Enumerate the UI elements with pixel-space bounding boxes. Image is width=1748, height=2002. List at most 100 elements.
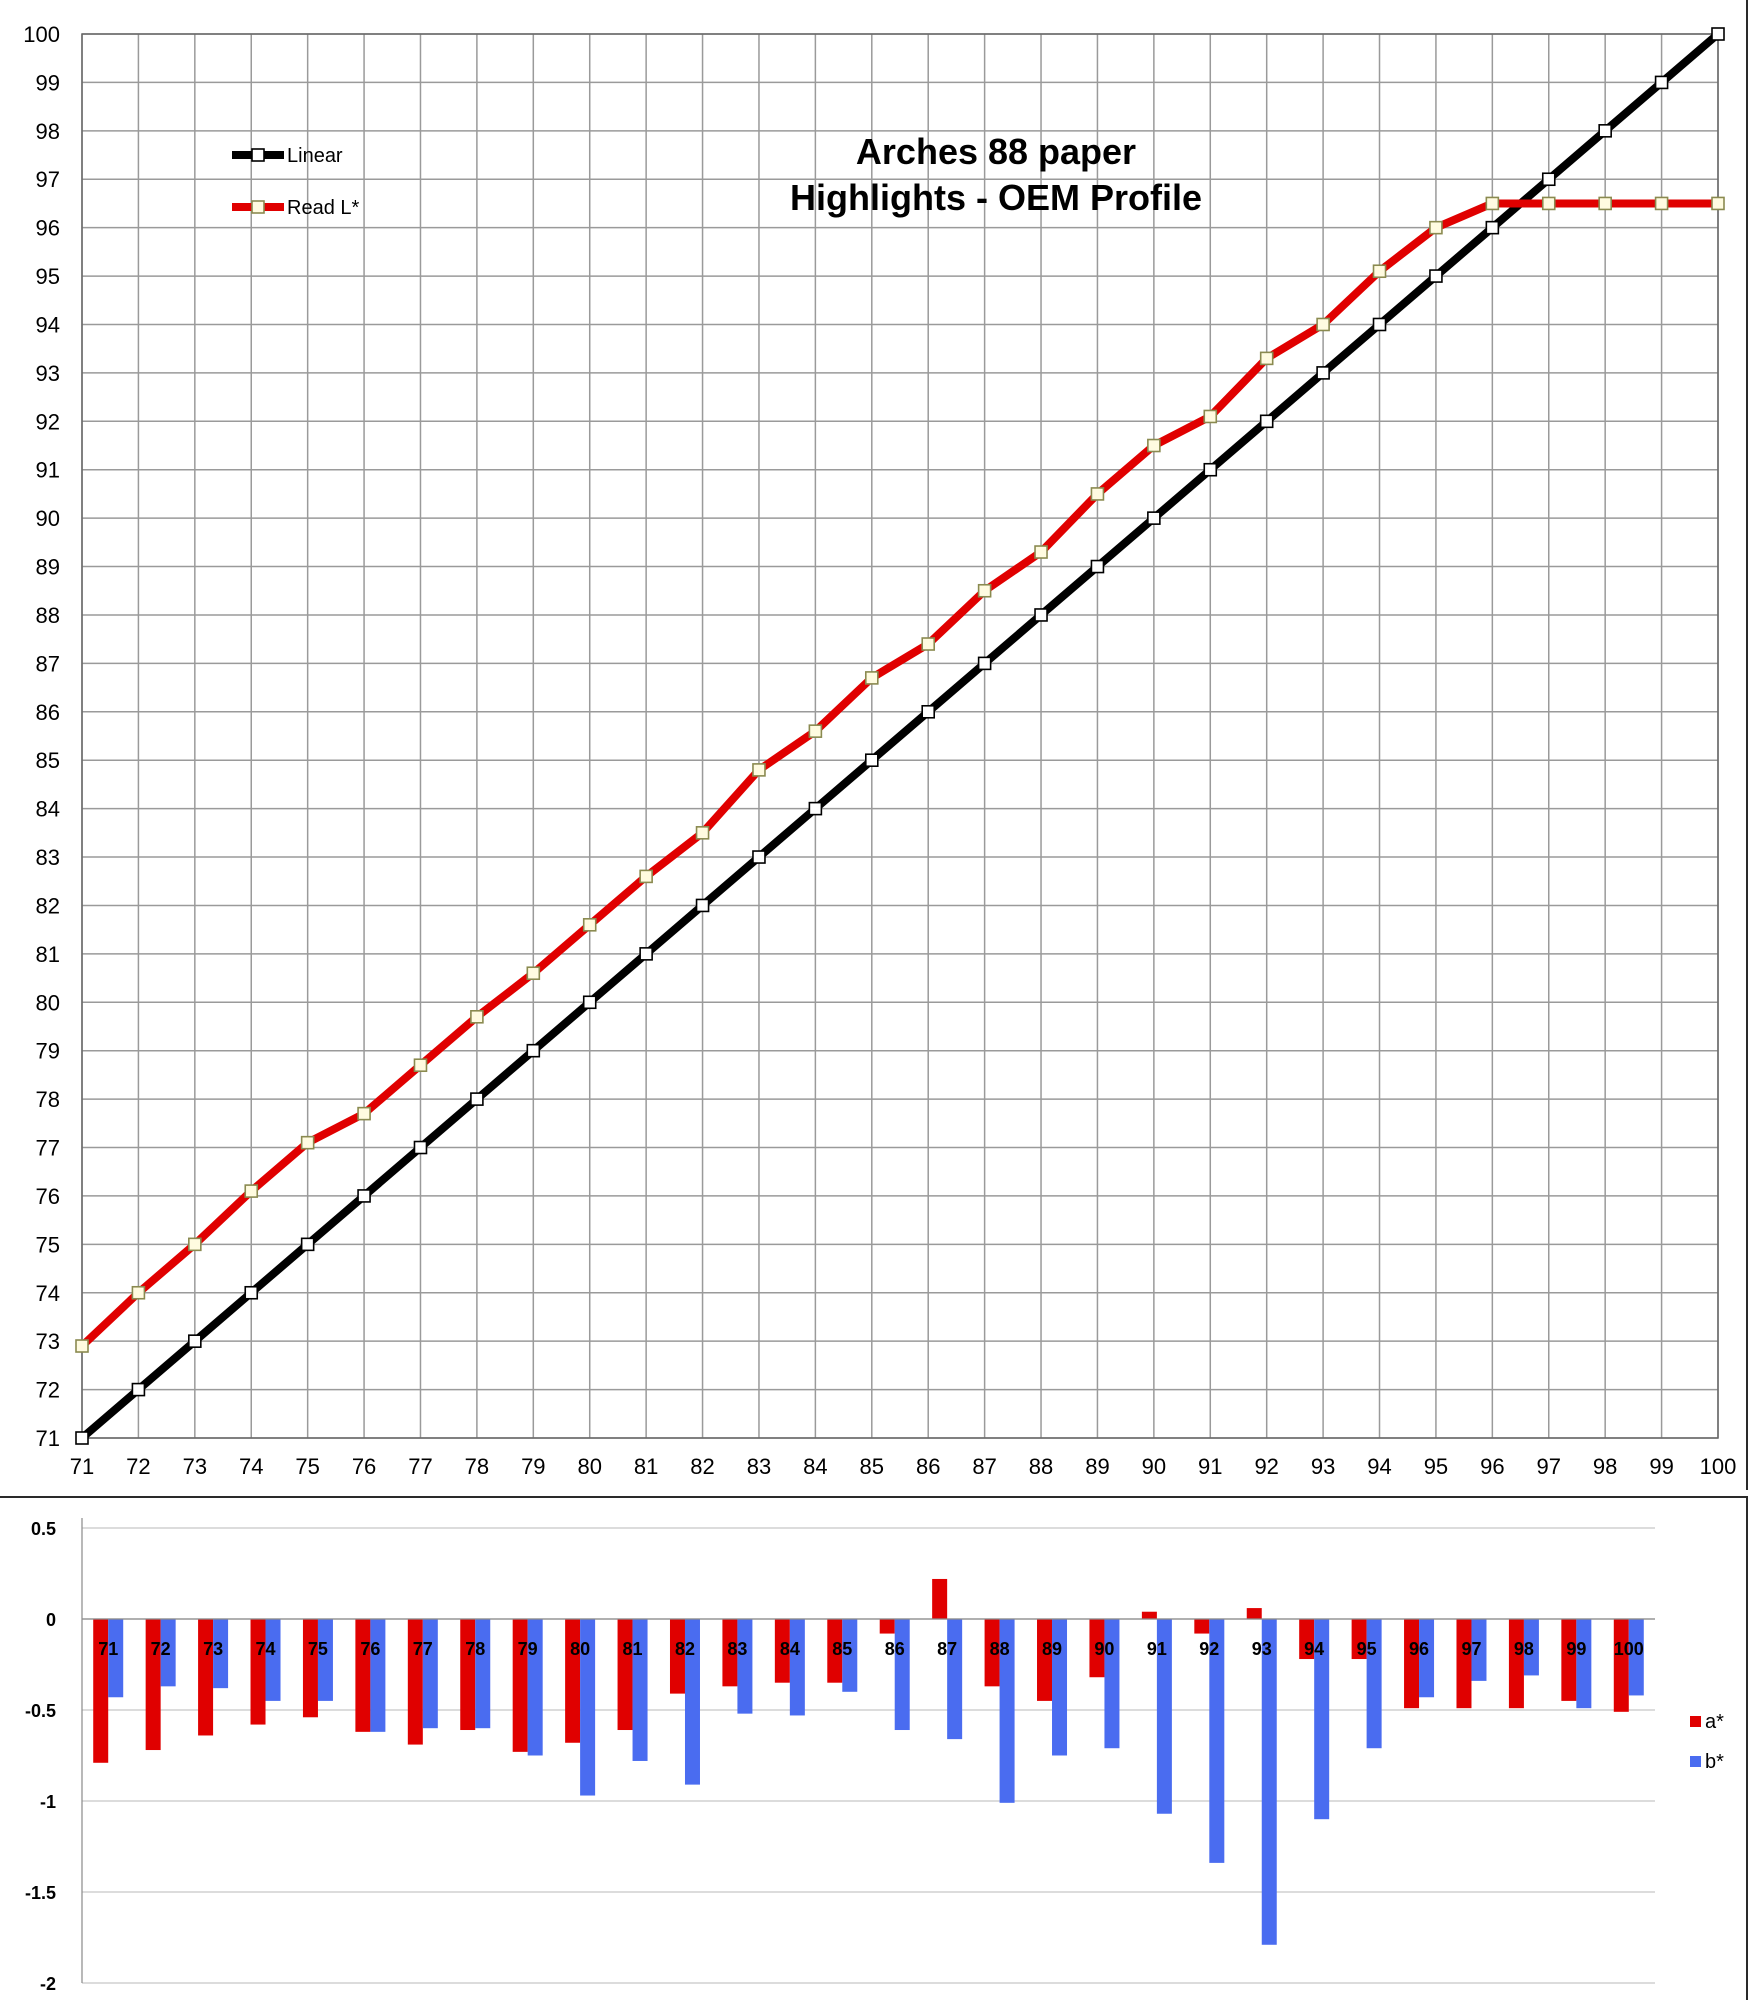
x-tick-label: 73: [183, 1454, 207, 1479]
series-point-1: [1034, 545, 1048, 559]
bar-b-star: [1576, 1619, 1592, 1709]
x-tick-label: 92: [1199, 1639, 1219, 1659]
y-tick-label: 75: [36, 1232, 60, 1257]
y-tick-label: 72: [36, 1378, 60, 1403]
y-tick-label: -1.5: [25, 1883, 56, 1903]
series-point-0: [808, 801, 823, 816]
series-point-1: [1711, 196, 1725, 211]
series-point-0: [1541, 172, 1556, 187]
series-point-0: [1598, 124, 1612, 138]
legend-marker-1: [251, 200, 265, 214]
series-point-1: [188, 1237, 202, 1252]
x-tick-label: 76: [352, 1454, 376, 1479]
bar-a-star: [879, 1619, 895, 1634]
bar-b-star: [999, 1619, 1015, 1803]
x-tick-label: 88: [990, 1639, 1010, 1659]
bar-a-star: [774, 1619, 790, 1683]
series-point-0: [921, 704, 936, 719]
x-tick-label: 89: [1042, 1639, 1062, 1659]
series-point-1: [582, 918, 597, 932]
bar-b-star: [422, 1619, 438, 1729]
bar-b-star: [737, 1619, 753, 1714]
x-tick-label: 80: [570, 1639, 590, 1659]
x-tick-label: 81: [623, 1639, 643, 1659]
x-tick-label: 74: [239, 1454, 263, 1479]
bar-a-star: [1613, 1619, 1629, 1712]
plot-border: [81, 33, 1719, 1439]
series-point-1: [1429, 220, 1443, 235]
y-tick-label: -0.5: [25, 1701, 56, 1721]
series-point-0: [131, 1382, 146, 1397]
series-point-0: [357, 1189, 371, 1203]
series-point-0: [864, 753, 879, 768]
series-point-1: [1147, 438, 1161, 453]
bar-chart: 0.5 0 -0.5 -1 -1.5 -2 71 72 73 74 75 76 77 78 79 80 81 82…: [25, 1518, 1724, 1994]
series-point-1: [75, 1339, 89, 1353]
series-point-1: [977, 583, 992, 598]
bar-a-star: [1561, 1619, 1577, 1701]
series-point-1: [1485, 196, 1500, 211]
x-tick-label: 77: [408, 1454, 432, 1479]
series-point-0: [188, 1334, 202, 1348]
x-tick-label: 93: [1252, 1639, 1272, 1659]
bar-b-star: [160, 1619, 176, 1687]
bar-chart-panel: 0.5 0 -0.5 -1 -1.5 -2 71 72 73 74 75 76 77 78 79 80 81 82…: [0, 1496, 1748, 2000]
x-tick-label: 77: [413, 1639, 433, 1659]
x-tick-label: 73: [203, 1639, 223, 1659]
x-tick-label: 82: [675, 1639, 695, 1659]
series-point-1: [921, 637, 936, 651]
y-tick-label: 94: [36, 312, 60, 337]
series-point-1: [864, 671, 879, 685]
y-tick-label: 73: [36, 1329, 60, 1354]
series-point-0: [1485, 220, 1500, 235]
series-point-0: [752, 850, 766, 864]
x-tick-label: 92: [1254, 1454, 1278, 1479]
bar-a-star: [512, 1619, 528, 1752]
y-tick-label: 93: [36, 361, 60, 386]
bar-b-star: [1261, 1619, 1277, 1945]
bar-b-star: [317, 1619, 333, 1701]
x-tick-label: 74: [256, 1639, 276, 1659]
x-tick-label: 84: [780, 1639, 800, 1659]
series-point-1: [244, 1184, 259, 1198]
bar-b-star: [1471, 1619, 1487, 1681]
bar-a-star: [932, 1578, 948, 1619]
y-tick-label: 100: [23, 22, 60, 47]
x-tick-label: 86: [885, 1639, 905, 1659]
line-chart: 71 72 73 74 75 76 77 78 79 80 81 82 83 84 85 86 87 88 89 90…: [23, 22, 1737, 1479]
series-point-0: [1711, 27, 1725, 41]
legend-label: b*: [1705, 1751, 1724, 1773]
x-tick-label: 95: [1424, 1454, 1448, 1479]
legend-marker-0: [251, 148, 265, 162]
y-tick-label: 97: [36, 167, 60, 192]
legend-label: a*: [1705, 1711, 1724, 1733]
series-point-1: [300, 1135, 315, 1150]
y-tick-label: 79: [36, 1039, 60, 1064]
bar-a-star: [355, 1619, 371, 1732]
bar-a-star: [460, 1619, 476, 1731]
series-line-0: [79, 30, 1721, 1442]
bar-b-star: [108, 1619, 124, 1698]
bar-a-star: [1089, 1619, 1105, 1678]
y-tick-label: 98: [36, 119, 60, 144]
y-tick-label: 77: [36, 1136, 60, 1161]
bar-b-star: [580, 1619, 596, 1796]
bar-a-star: [145, 1619, 161, 1751]
x-tick-label: 95: [1357, 1639, 1377, 1659]
series-point-0: [639, 947, 653, 961]
x-tick-label: 91: [1147, 1639, 1167, 1659]
bar-a-star: [1141, 1611, 1157, 1619]
chart-subtitle: Highlights - OEM Profile: [790, 177, 1202, 218]
bar-a-star: [198, 1619, 214, 1736]
x-tick-label: 84: [803, 1454, 827, 1479]
series-point-1: [526, 966, 541, 981]
series-point-1: [131, 1285, 146, 1300]
series-point-0: [977, 656, 992, 671]
series-point-1: [752, 763, 766, 777]
x-tick-label: 71: [70, 1454, 94, 1479]
x-tick-label: 100: [1700, 1454, 1737, 1479]
bar-b-star: [947, 1619, 963, 1740]
bar-a-star: [1351, 1619, 1367, 1660]
y-tick-label: 88: [36, 603, 60, 628]
x-tick-label: 98: [1593, 1454, 1617, 1479]
